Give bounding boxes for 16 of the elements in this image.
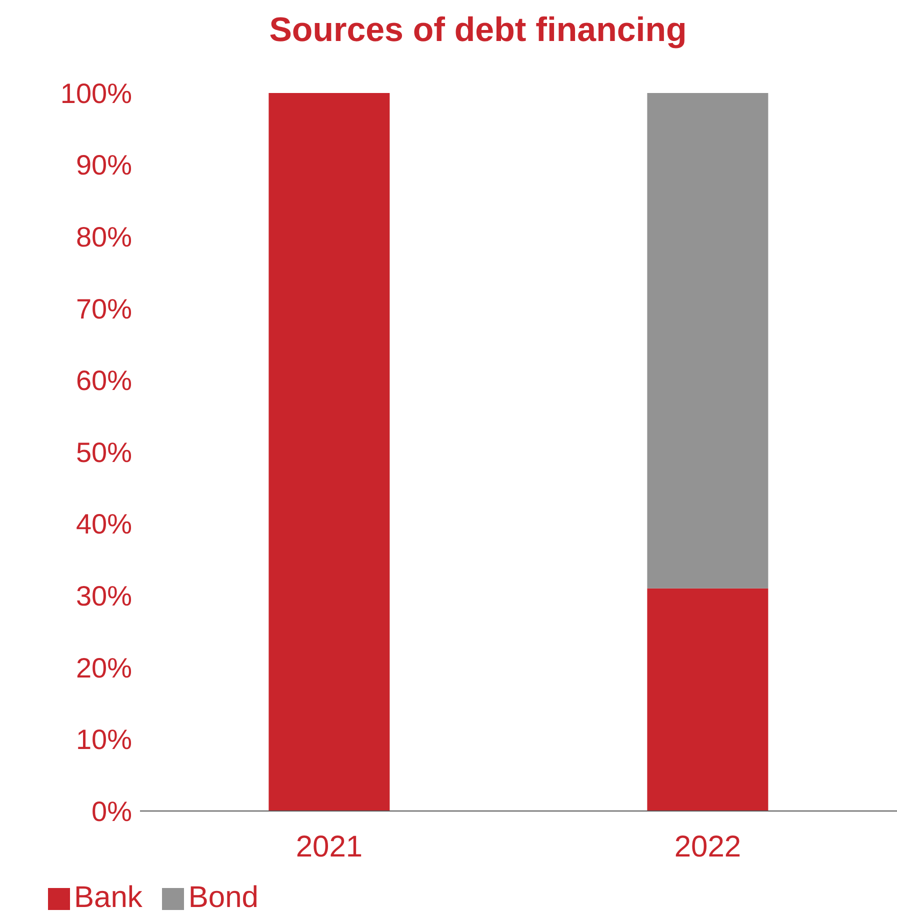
y-tick-label: 30% xyxy=(76,580,132,612)
y-tick-label: 50% xyxy=(76,436,132,468)
x-tick-label: 2022 xyxy=(674,830,742,864)
y-tick-label: 100% xyxy=(60,78,132,109)
y-tick-label: 40% xyxy=(76,508,132,540)
y-tick-label: 80% xyxy=(76,222,132,253)
legend-label: Bond xyxy=(188,881,258,914)
y-tick-label: 10% xyxy=(76,724,132,756)
x-tick-label: 2021 xyxy=(296,830,363,864)
y-tick-label: 0% xyxy=(92,796,132,827)
chart-title: Sources of debt financing xyxy=(268,10,688,51)
y-tick-label: 70% xyxy=(76,293,132,324)
legend-label: Bank xyxy=(74,881,142,914)
y-tick-label: 90% xyxy=(76,150,132,181)
y-tick-label: 60% xyxy=(76,365,132,396)
y-tick-label: 20% xyxy=(76,652,132,684)
